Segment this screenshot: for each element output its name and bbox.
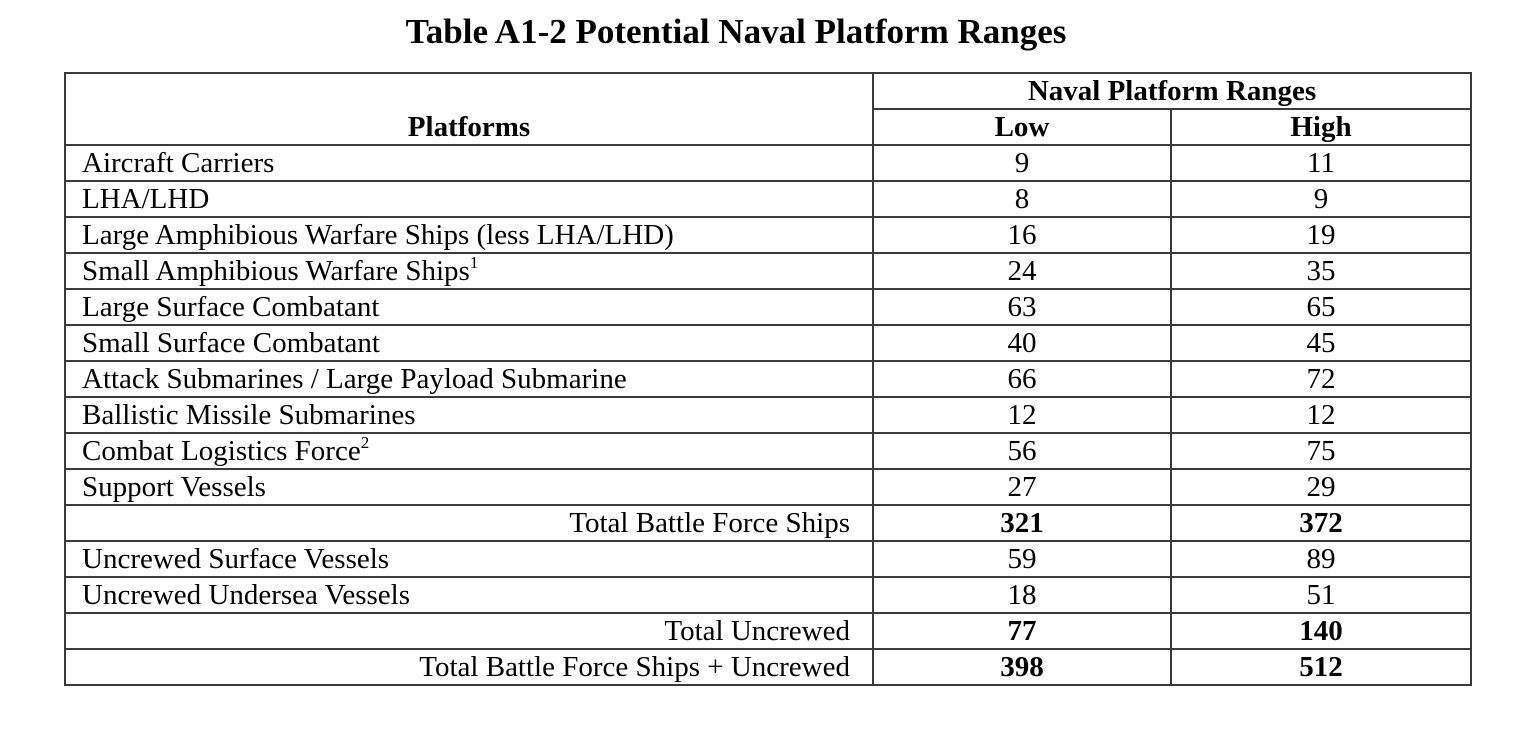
header-low: Low [872, 108, 1172, 146]
table-row: Small Amphibious Warfare Ships1 24 35 [64, 252, 1472, 290]
high-value: 72 [1170, 360, 1472, 398]
platform-name: Attack Submarines / Large Payload Submar… [82, 363, 627, 395]
naval-platform-ranges-table: Naval Platform Ranges Platforms Low High… [64, 72, 1472, 686]
table-total-row: Total Battle Force Ships 321 372 [64, 504, 1472, 542]
high-value: 12 [1170, 396, 1472, 434]
platform-name-cell: Small Amphibious Warfare Ships1 [64, 252, 874, 290]
platform-name-cell: Combat Logistics Force2 [64, 432, 874, 470]
platform-name-cell: Aircraft Carriers [64, 144, 874, 182]
platform-name: Total Battle Force Ships [569, 507, 850, 539]
table-row: Attack Submarines / Large Payload Submar… [64, 360, 1472, 398]
low-value: 398 [872, 648, 1172, 686]
table-row: Uncrewed Surface Vessels 59 89 [64, 540, 1472, 578]
platform-name: Uncrewed Surface Vessels [82, 543, 390, 575]
table-row: Support Vessels 27 29 [64, 468, 1472, 506]
high-value: 35 [1170, 252, 1472, 290]
high-value: 45 [1170, 324, 1472, 362]
platform-name-cell: Total Battle Force Ships [64, 504, 874, 542]
footnote-marker: 2 [360, 433, 370, 452]
header-high: High [1170, 108, 1472, 146]
high-value: 140 [1170, 612, 1472, 650]
platform-name-cell: Attack Submarines / Large Payload Submar… [64, 360, 874, 398]
platform-name: Small Surface Combatant [82, 327, 380, 359]
low-value: 56 [872, 432, 1172, 470]
table-row: Uncrewed Undersea Vessels 18 51 [64, 576, 1472, 614]
platform-name-cell: Ballistic Missile Submarines [64, 396, 874, 434]
high-value: 9 [1170, 180, 1472, 218]
low-value: 16 [872, 216, 1172, 254]
platform-name-cell: LHA/LHD [64, 180, 874, 218]
low-value: 63 [872, 288, 1172, 326]
low-value: 9 [872, 144, 1172, 182]
high-value: 51 [1170, 576, 1472, 614]
high-value: 19 [1170, 216, 1472, 254]
header-row-group: Naval Platform Ranges [64, 72, 1472, 110]
header-row-columns: Platforms Low High [64, 108, 1472, 146]
platform-name-cell: Total Battle Force Ships + Uncrewed [64, 648, 874, 686]
table-row: Combat Logistics Force2 56 75 [64, 432, 1472, 470]
low-value: 321 [872, 504, 1172, 542]
platform-name: Ballistic Missile Submarines [82, 399, 416, 431]
high-value: 75 [1170, 432, 1472, 470]
header-platforms: Platforms [64, 109, 874, 146]
platform-name-cell: Large Amphibious Warfare Ships (less LHA… [64, 216, 874, 254]
table-total-row: Total Uncrewed 77 140 [64, 612, 1472, 650]
header-naval-platform-ranges: Naval Platform Ranges [872, 72, 1472, 110]
table-row: Small Surface Combatant 40 45 [64, 324, 1472, 362]
low-value: 77 [872, 612, 1172, 650]
platform-name-cell: Uncrewed Surface Vessels [64, 540, 874, 578]
low-value: 27 [872, 468, 1172, 506]
table-total-row: Total Battle Force Ships + Uncrewed 398 51… [64, 648, 1472, 686]
platform-name-cell: Support Vessels [64, 468, 874, 506]
platform-name: LHA/LHD [82, 183, 210, 215]
platform-name: Total Battle Force Ships + Uncrewed [419, 651, 850, 683]
high-value: 372 [1170, 504, 1472, 542]
high-value: 512 [1170, 648, 1472, 686]
table-body: Aircraft Carriers 9 11 LHA/LHD 8 9 Large Amphi… [64, 144, 1472, 686]
platform-name-cell: Small Surface Combatant [64, 324, 874, 362]
platform-name-cell: Large Surface Combatant [64, 288, 874, 326]
low-value: 18 [872, 576, 1172, 614]
low-value: 12 [872, 396, 1172, 434]
low-value: 24 [872, 252, 1172, 290]
low-value: 8 [872, 180, 1172, 218]
table-row: Large Surface Combatant 63 65 [64, 288, 1472, 326]
platform-name-cell: Total Uncrewed [64, 612, 874, 650]
high-value: 65 [1170, 288, 1472, 326]
table-title: Table A1-2 Potential Naval Platform Rang… [405, 12, 1067, 51]
table-row: Large Amphibious Warfare Ships (less LHA… [64, 216, 1472, 254]
high-value: 89 [1170, 540, 1472, 578]
platform-name: Aircraft Carriers [82, 147, 275, 179]
low-value: 59 [872, 540, 1172, 578]
platform-name: Uncrewed Undersea Vessels [82, 579, 411, 611]
high-value: 11 [1170, 144, 1472, 182]
table-row: Aircraft Carriers 9 11 [64, 144, 1472, 182]
platform-name: Combat Logistics Force [82, 435, 361, 467]
platform-name-cell: Uncrewed Undersea Vessels [64, 576, 874, 614]
platform-name: Large Amphibious Warfare Ships (less LHA… [82, 219, 674, 251]
low-value: 40 [872, 324, 1172, 362]
table-row: LHA/LHD 8 9 [64, 180, 1472, 218]
footnote-marker: 1 [469, 253, 479, 272]
table-row: Ballistic Missile Submarines 12 12 [64, 396, 1472, 434]
platform-name: Large Surface Combatant [82, 291, 380, 323]
header-blank-cell [64, 72, 874, 109]
high-value: 29 [1170, 468, 1472, 506]
low-value: 66 [872, 360, 1172, 398]
platform-name: Support Vessels [82, 471, 266, 503]
platform-name: Small Amphibious Warfare Ships [82, 255, 470, 287]
platform-name: Total Uncrewed [664, 615, 850, 647]
